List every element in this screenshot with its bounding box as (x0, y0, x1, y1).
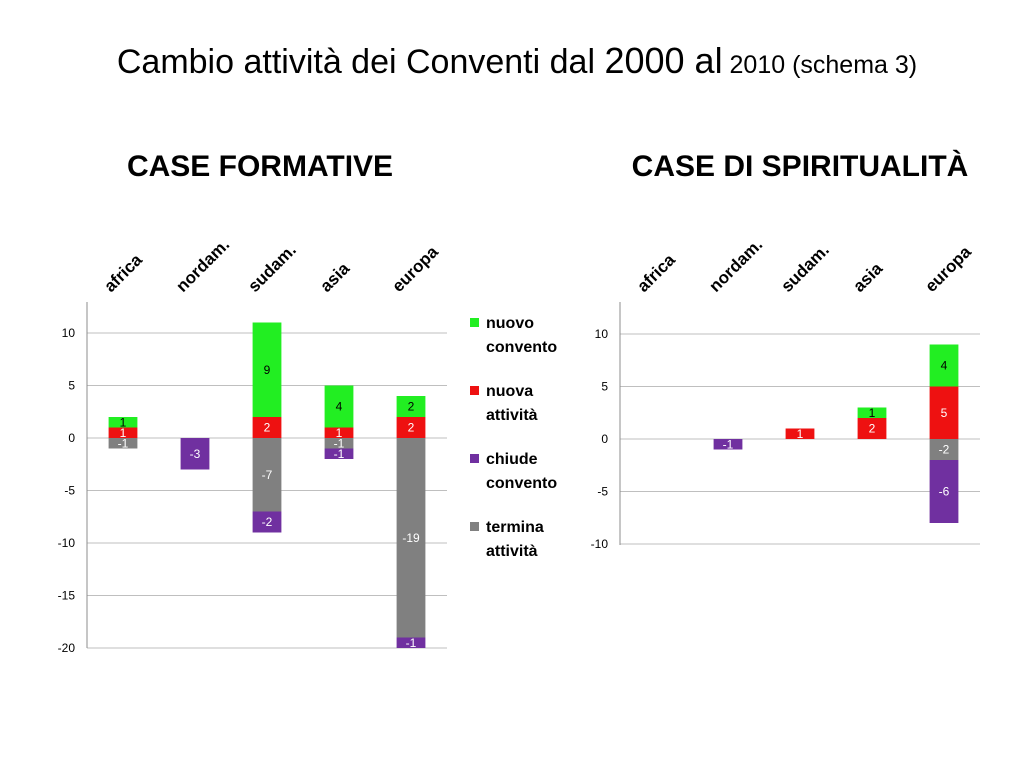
spirituality-data-label: -2 (939, 443, 950, 457)
formative-bar-chiude-convento (252, 511, 282, 533)
formative-category-label: europa (388, 242, 442, 296)
formative-category-label: africa (100, 250, 146, 296)
formative-category-label: nordam. (172, 235, 233, 296)
formative-data-label: 9 (264, 363, 271, 377)
spirituality-data-label: 1 (797, 427, 804, 441)
formative-bar-termina-attivita (108, 438, 138, 449)
spirituality-category-label: nordam. (705, 235, 766, 296)
formative-bar-nuovo-convento (252, 322, 282, 417)
legend-label-nuova-attivita: nuova attività (486, 383, 538, 424)
formative-bar-chiude-convento (180, 438, 210, 470)
legend-item-termina-attivita: termina attività (470, 516, 590, 564)
formative-bar-nuova-attivita (324, 427, 354, 438)
spirituality-y-tick-label: 5 (601, 380, 608, 394)
formative-y-tick-label: -20 (58, 641, 76, 655)
spirituality-bar-chiude-convento (713, 439, 743, 450)
spirituality-bar-nuova-attivita (857, 418, 887, 439)
spirituality-category-label: sudam. (777, 240, 833, 296)
formative-category-label: sudam. (244, 240, 300, 296)
formative-y-tick-label: -10 (58, 536, 76, 550)
legend-swatch-nuova-attivita (470, 386, 479, 395)
legend-label-chiude-convento: chiude convento (486, 451, 558, 492)
chart-title-formative: CASE FORMATIVE (126, 150, 394, 183)
formative-data-label: 1 (336, 426, 343, 440)
formative-data-label: 1 (120, 426, 127, 440)
formative-data-label: 4 (336, 400, 343, 414)
formative-bar-chiude-convento (324, 448, 354, 459)
spirituality-category-label: europa (921, 242, 975, 296)
formative-data-label: -1 (118, 436, 129, 450)
spirituality-data-label: 2 (869, 422, 876, 436)
spirituality-y-tick-label: 10 (595, 327, 609, 341)
legend-label-nuovo-convento: nuovo convento (486, 315, 558, 356)
legend-swatch-chiude-convento (470, 454, 479, 463)
formative-bar-termina-attivita (252, 438, 282, 512)
formative-data-label: 1 (120, 415, 127, 429)
formative-y-tick-label: 5 (68, 379, 75, 393)
formative-bar-nuovo-convento (396, 396, 426, 417)
formative-bar-nuova-attivita (252, 417, 282, 438)
formative-data-label: 2 (408, 400, 415, 414)
spirituality-data-label: 4 (941, 359, 948, 373)
formative-data-label: -7 (262, 468, 273, 482)
spirituality-bar-chiude-convento (929, 460, 959, 523)
formative-bar-nuova-attivita (396, 417, 426, 438)
formative-bar-nuova-attivita (108, 427, 138, 438)
title-text-1: Cambio attività dei Conventi dal (116, 43, 605, 81)
spirituality-category-label: asia (849, 259, 886, 296)
formative-category-label: asia (316, 259, 353, 296)
spirituality-data-label: -6 (939, 485, 950, 499)
spirituality-data-label: 5 (941, 406, 948, 420)
spirituality-bar-nuovo-convento (929, 344, 959, 387)
spirituality-data-label: -1 (723, 437, 734, 451)
formative-y-tick-label: 0 (68, 431, 75, 445)
legend-swatch-termina-attivita (470, 522, 479, 531)
formative-data-label: -3 (190, 447, 201, 461)
formative-y-tick-label: 10 (62, 326, 76, 340)
formative-bar-nuovo-convento (108, 417, 138, 428)
spirituality-bar-nuova-attivita (785, 428, 815, 439)
title-text-4: (schema 3) (792, 51, 918, 79)
legend-label-termina-attivita: termina attività (486, 519, 544, 560)
spirituality-y-tick-label: -10 (591, 537, 609, 551)
spirituality-data-label: 1 (869, 406, 876, 420)
spirituality-y-tick-label: 0 (601, 432, 608, 446)
formative-y-tick-label: -5 (64, 484, 75, 498)
spirituality-bar-termina-attivita (929, 439, 959, 460)
formative-bar-chiude-convento (396, 637, 426, 648)
formative-data-label: -2 (262, 515, 273, 529)
legend-item-nuova-attivita: nuova attività (470, 380, 590, 428)
formative-data-label: -19 (402, 531, 420, 545)
formative-data-label: -1 (334, 436, 345, 450)
spirituality-bar-nuova-attivita (929, 386, 959, 439)
legend-item-nuovo-convento: nuovo convento (470, 312, 590, 360)
formative-y-tick-label: -15 (58, 589, 76, 603)
formative-bar-nuovo-convento (324, 385, 354, 428)
spirituality-category-label: africa (633, 250, 679, 296)
title-text-2: 2000 al (604, 40, 723, 81)
formative-bar-termina-attivita (324, 438, 354, 449)
formative-data-label: 2 (408, 421, 415, 435)
legend: nuovo convento nuova attività chiude con… (470, 312, 590, 584)
legend-swatch-nuovo-convento (470, 318, 479, 327)
formative-data-label: 2 (264, 421, 271, 435)
spirituality-y-tick-label: -5 (597, 485, 608, 499)
page-title: Cambio attività dei Conventi dal 2000 al… (0, 40, 1024, 82)
spirituality-bar-nuovo-convento (857, 407, 887, 418)
formative-bar-termina-attivita (396, 438, 426, 638)
formative-data-label: -1 (406, 636, 417, 650)
chart-title-spirituality: CASE DI SPIRITUALITÀ (631, 150, 969, 183)
formative-data-label: -1 (334, 447, 345, 461)
legend-item-chiude-convento: chiude convento (470, 448, 590, 496)
title-text-3: 2010 (722, 51, 793, 79)
